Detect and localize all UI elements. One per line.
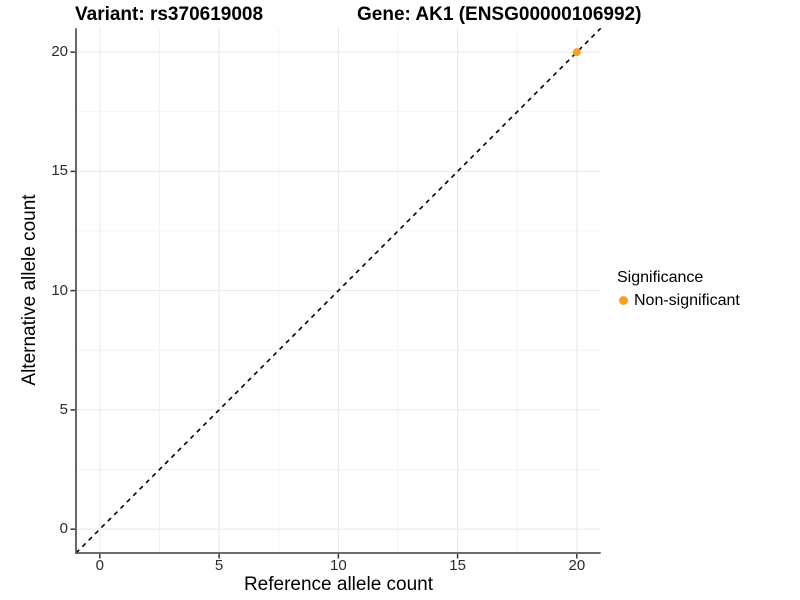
legend-point-icon xyxy=(619,296,628,305)
x-tick-label: 15 xyxy=(449,557,466,574)
legend-item-label: Non-significant xyxy=(634,292,740,309)
y-tick-label: 15 xyxy=(51,162,68,180)
plot-title-variant: Variant: rs370619008 xyxy=(75,4,264,25)
legend-item: Non-significant xyxy=(617,291,740,310)
x-tick-label: 10 xyxy=(330,557,347,574)
legend: Significance Non-significant xyxy=(617,268,740,310)
data-point xyxy=(572,48,581,57)
plot-title-gene: Gene: AK1 (ENSG00000106992) xyxy=(357,4,642,25)
y-axis-title: Alternative allele count xyxy=(19,194,40,386)
y-tick-label: 10 xyxy=(51,281,68,299)
legend-title: Significance xyxy=(617,269,704,286)
identity-dashed-line xyxy=(75,27,602,554)
x-tick-label: 20 xyxy=(568,557,586,574)
y-tick-label: 20 xyxy=(51,43,68,61)
x-axis-title: Reference allele count xyxy=(243,574,434,595)
y-tick-label: 0 xyxy=(59,520,68,538)
y-tick-label: 5 xyxy=(59,400,68,418)
x-tick-label: 5 xyxy=(214,557,224,574)
x-tick-label: 0 xyxy=(95,557,105,574)
